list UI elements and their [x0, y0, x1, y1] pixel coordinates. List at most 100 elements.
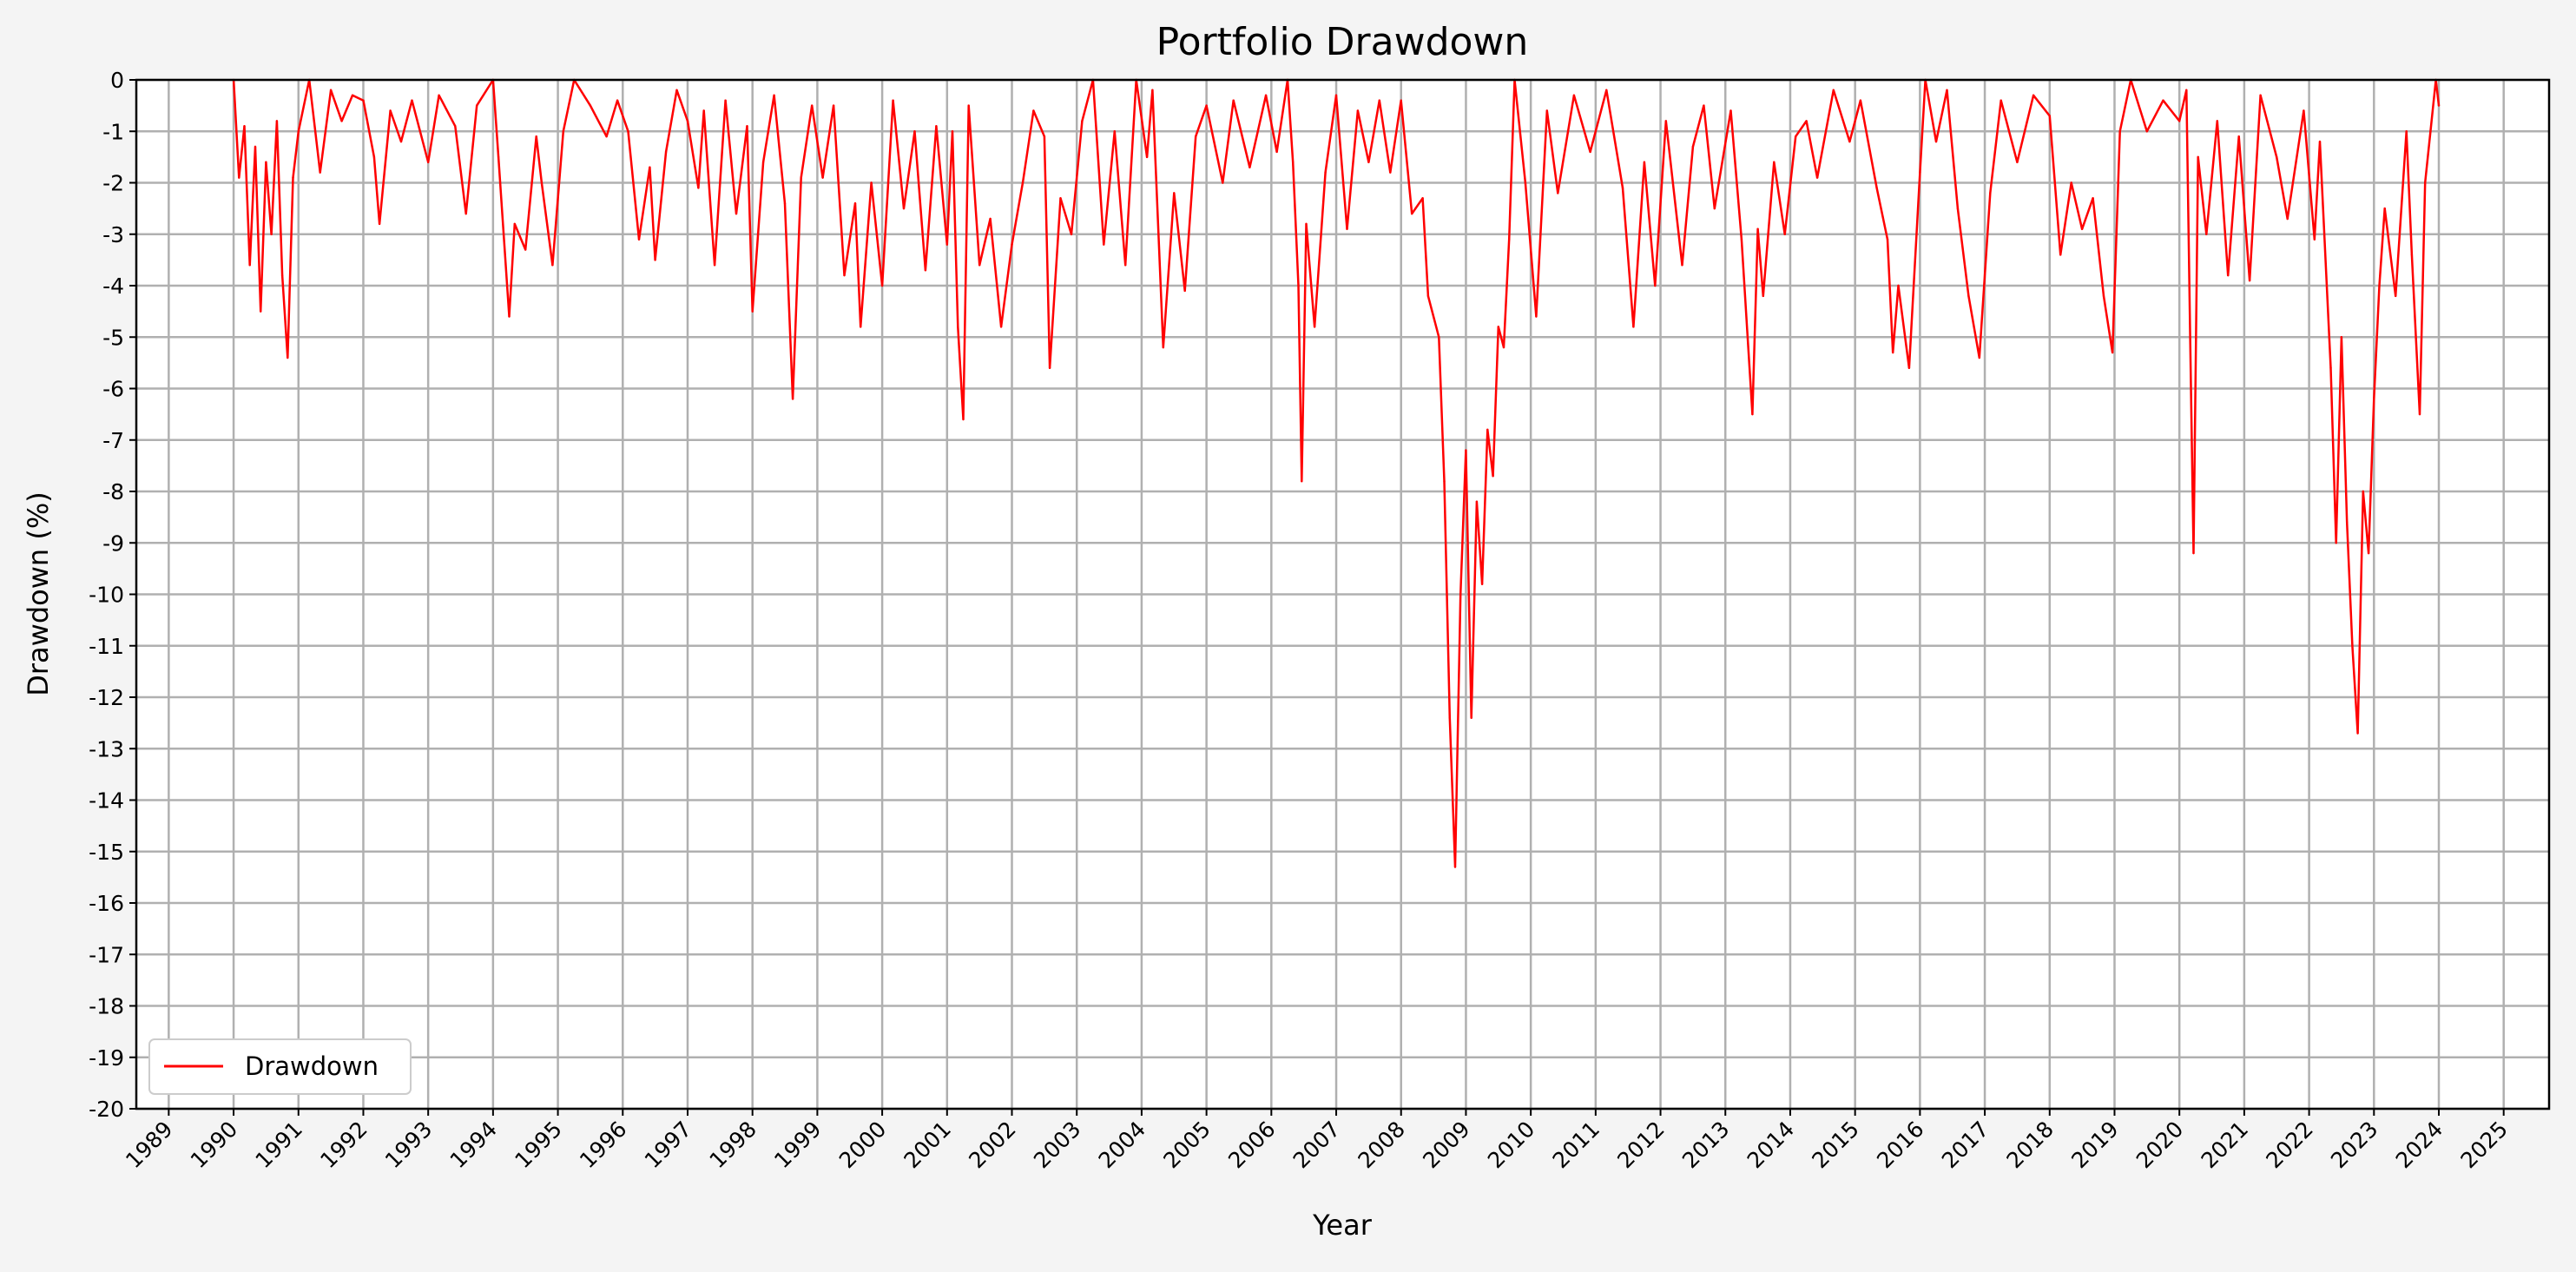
- data-point: [2185, 89, 2188, 92]
- data-point: [243, 125, 246, 128]
- y-tick-label: 0: [110, 68, 124, 93]
- x-tick-label: 2009: [1418, 1117, 1474, 1173]
- data-point: [1545, 109, 1549, 112]
- data-point: [1664, 120, 1668, 122]
- data-point: [1557, 192, 1559, 194]
- x-tick-label: 2020: [2131, 1117, 2188, 1173]
- data-point: [2373, 398, 2375, 400]
- x-tick-label: 2007: [1288, 1117, 1345, 1173]
- data-point: [1145, 155, 1149, 159]
- data-point: [853, 202, 857, 205]
- x-tick-label: 1993: [380, 1117, 437, 1173]
- data-point: [319, 171, 321, 174]
- x-tick-label: 1999: [769, 1117, 826, 1173]
- data-point: [524, 248, 527, 251]
- data-point: [2092, 197, 2094, 200]
- data-point: [967, 104, 970, 107]
- data-point: [1173, 192, 1176, 194]
- y-axis-label: Drawdown (%): [22, 491, 55, 695]
- data-point: [562, 130, 564, 133]
- data-point: [1956, 207, 1960, 210]
- y-tick-label: -1: [102, 119, 124, 144]
- x-tick-label: 2003: [1029, 1117, 1085, 1173]
- series-line-drawdown: [232, 78, 2441, 868]
- x-tick-label: 2004: [1094, 1117, 1150, 1173]
- data-point: [1264, 94, 1268, 97]
- data-point: [2205, 233, 2208, 235]
- x-tick-label: 1994: [445, 1117, 502, 1173]
- data-point: [2303, 109, 2305, 112]
- data-point: [2102, 294, 2105, 298]
- data-point: [1572, 94, 1576, 97]
- data-point: [1934, 140, 1938, 143]
- data-point: [1681, 264, 1683, 267]
- data-point: [2192, 551, 2195, 555]
- data-point: [1162, 346, 1165, 349]
- data-point: [1919, 171, 1921, 174]
- data-point: [1059, 197, 1062, 200]
- data-point: [1443, 480, 1446, 483]
- data-point: [2362, 490, 2364, 493]
- data-point: [746, 125, 748, 128]
- data-point: [351, 94, 354, 97]
- data-point: [2248, 279, 2251, 282]
- y-tick-label: -6: [102, 377, 124, 402]
- grid-layer: [136, 78, 2549, 1111]
- x-tick-label: 2001: [899, 1117, 956, 1173]
- data-point: [2259, 94, 2262, 97]
- data-point: [438, 94, 440, 97]
- data-point: [1589, 150, 1591, 154]
- data-point: [2383, 207, 2386, 210]
- data-point: [378, 222, 381, 226]
- data-point: [1480, 583, 1484, 585]
- data-point: [1762, 294, 1765, 298]
- data-point: [2032, 94, 2035, 97]
- y-tick-label: -14: [89, 788, 124, 814]
- data-point: [1795, 135, 1797, 138]
- data-point: [1438, 336, 1440, 339]
- x-tick-label: 2010: [1483, 1117, 1539, 1173]
- data-point: [1195, 135, 1197, 138]
- data-point: [1783, 233, 1786, 235]
- data-point: [1465, 449, 1467, 451]
- data-point: [297, 130, 300, 133]
- data-point: [2227, 274, 2230, 277]
- data-point: [280, 274, 284, 277]
- data-point: [870, 181, 873, 184]
- data-point: [1907, 366, 1911, 369]
- x-axis-label: Year: [1312, 1209, 1373, 1242]
- data-point: [1892, 351, 1894, 354]
- x-tick-label: 2005: [1158, 1117, 1215, 1173]
- data-point: [1248, 166, 1251, 168]
- data-point: [476, 104, 478, 107]
- data-point: [989, 217, 992, 221]
- data-point: [892, 99, 894, 102]
- data-point: [372, 155, 376, 159]
- data-point: [454, 125, 457, 128]
- data-point: [1886, 238, 1889, 241]
- data-point: [2424, 181, 2427, 184]
- data-point: [811, 104, 814, 107]
- data-point: [843, 274, 846, 277]
- x-tick-label: 2018: [2002, 1117, 2059, 1173]
- data-point: [724, 99, 727, 102]
- y-tick-label: -13: [89, 736, 124, 761]
- data-point: [1492, 475, 1494, 478]
- data-point: [1470, 716, 1472, 719]
- data-point: [2429, 130, 2432, 133]
- data-point: [2080, 227, 2084, 230]
- y-tick-label: -9: [102, 531, 124, 556]
- data-point: [751, 310, 754, 313]
- data-point: [1070, 233, 1073, 235]
- data-point: [627, 130, 629, 133]
- data-point: [735, 212, 738, 215]
- data-point: [1535, 315, 1538, 318]
- data-point: [1654, 284, 1657, 287]
- data-point: [2197, 155, 2199, 159]
- data-point: [1400, 99, 1402, 102]
- data-point: [2237, 135, 2240, 138]
- y-tick-label: -18: [89, 994, 124, 1019]
- x-tick-label: 2011: [1548, 1117, 1604, 1173]
- data-point: [649, 166, 651, 168]
